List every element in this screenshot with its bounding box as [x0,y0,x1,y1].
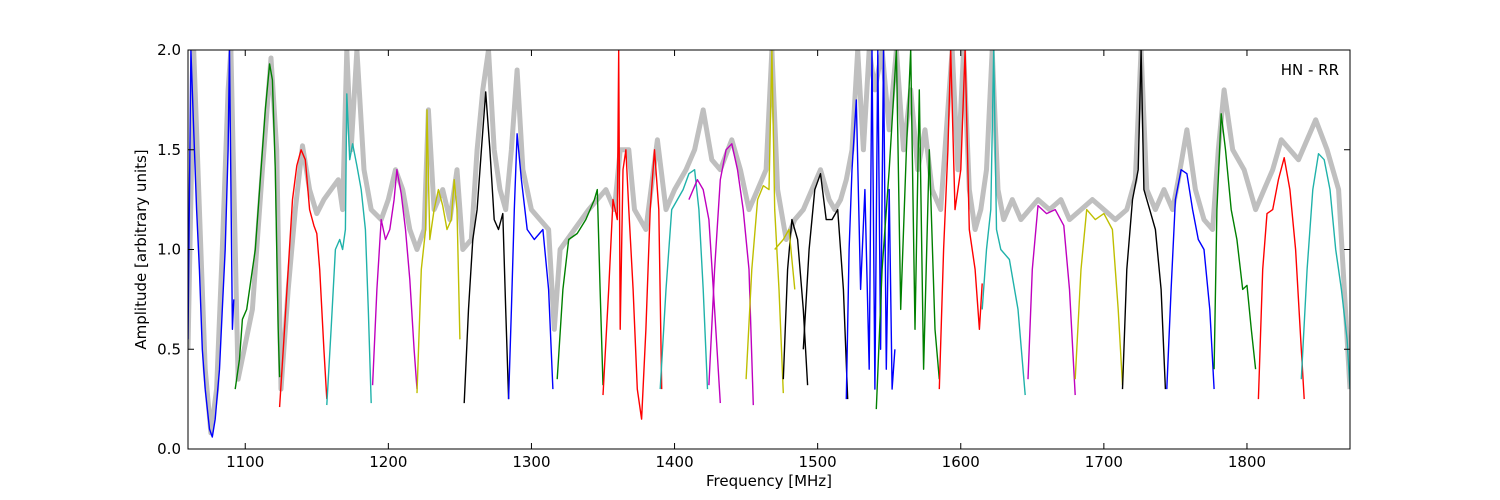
x-tick-label: 1400 [655,453,693,471]
y-tick-label: 2.0 [157,41,181,59]
y-tick-label: 1.5 [157,141,181,159]
x-tick-label: 1100 [226,453,264,471]
series-line-28 [1300,152,1350,390]
series-line-16 [774,228,796,290]
series-line-2 [234,63,281,390]
series-line-21 [981,50,1026,396]
x-axis-label: Frequency [MHz] [706,472,832,490]
x-tick-label: 1700 [1085,453,1123,471]
series-line-1 [188,50,235,438]
x-tick-label: 1200 [369,453,407,471]
series-line-7 [463,91,510,404]
series-line-8 [507,133,554,400]
series-line-18 [845,50,896,400]
plot-area [188,50,1350,438]
series-line-27 [1257,156,1305,400]
series-line-12 [688,178,721,404]
series-line-9 [556,188,604,386]
background-trace [188,50,1350,436]
series-line-3 [278,149,328,408]
series-line-25 [1166,168,1215,390]
series-line-14 [745,50,784,394]
series-line-26 [1213,113,1257,370]
x-tick-label: 1800 [1228,453,1266,471]
x-tick-label: 1500 [799,453,837,471]
series-line-13 [708,143,754,406]
series-line-15 [782,218,809,386]
series-line-24 [1121,50,1167,390]
y-axis-label: Amplitude [arbitrary units] [132,149,150,349]
chart-annotation: HN - RR [1281,61,1339,79]
y-tick-label: 0.5 [157,340,181,358]
series-line-4 [326,93,372,406]
series-line-23 [1074,208,1124,386]
x-tick-label: 1300 [512,453,550,471]
series-line-22 [1027,204,1076,396]
series-line-6 [416,109,461,394]
series-line-11 [659,168,709,390]
y-tick-label: 1.0 [157,241,181,259]
series-line-20 [938,50,983,390]
series-line-19 [875,50,940,410]
series-line-17 [802,172,849,400]
x-tick-label: 1600 [942,453,980,471]
series-line-10 [602,50,663,420]
y-tick-label: 0.0 [157,440,181,458]
axis-ticks: 1100 1200 1300 1400 1500 1600 1700 1800 0.0 0.5 1.… [157,41,1350,471]
series-line-5 [371,168,418,390]
